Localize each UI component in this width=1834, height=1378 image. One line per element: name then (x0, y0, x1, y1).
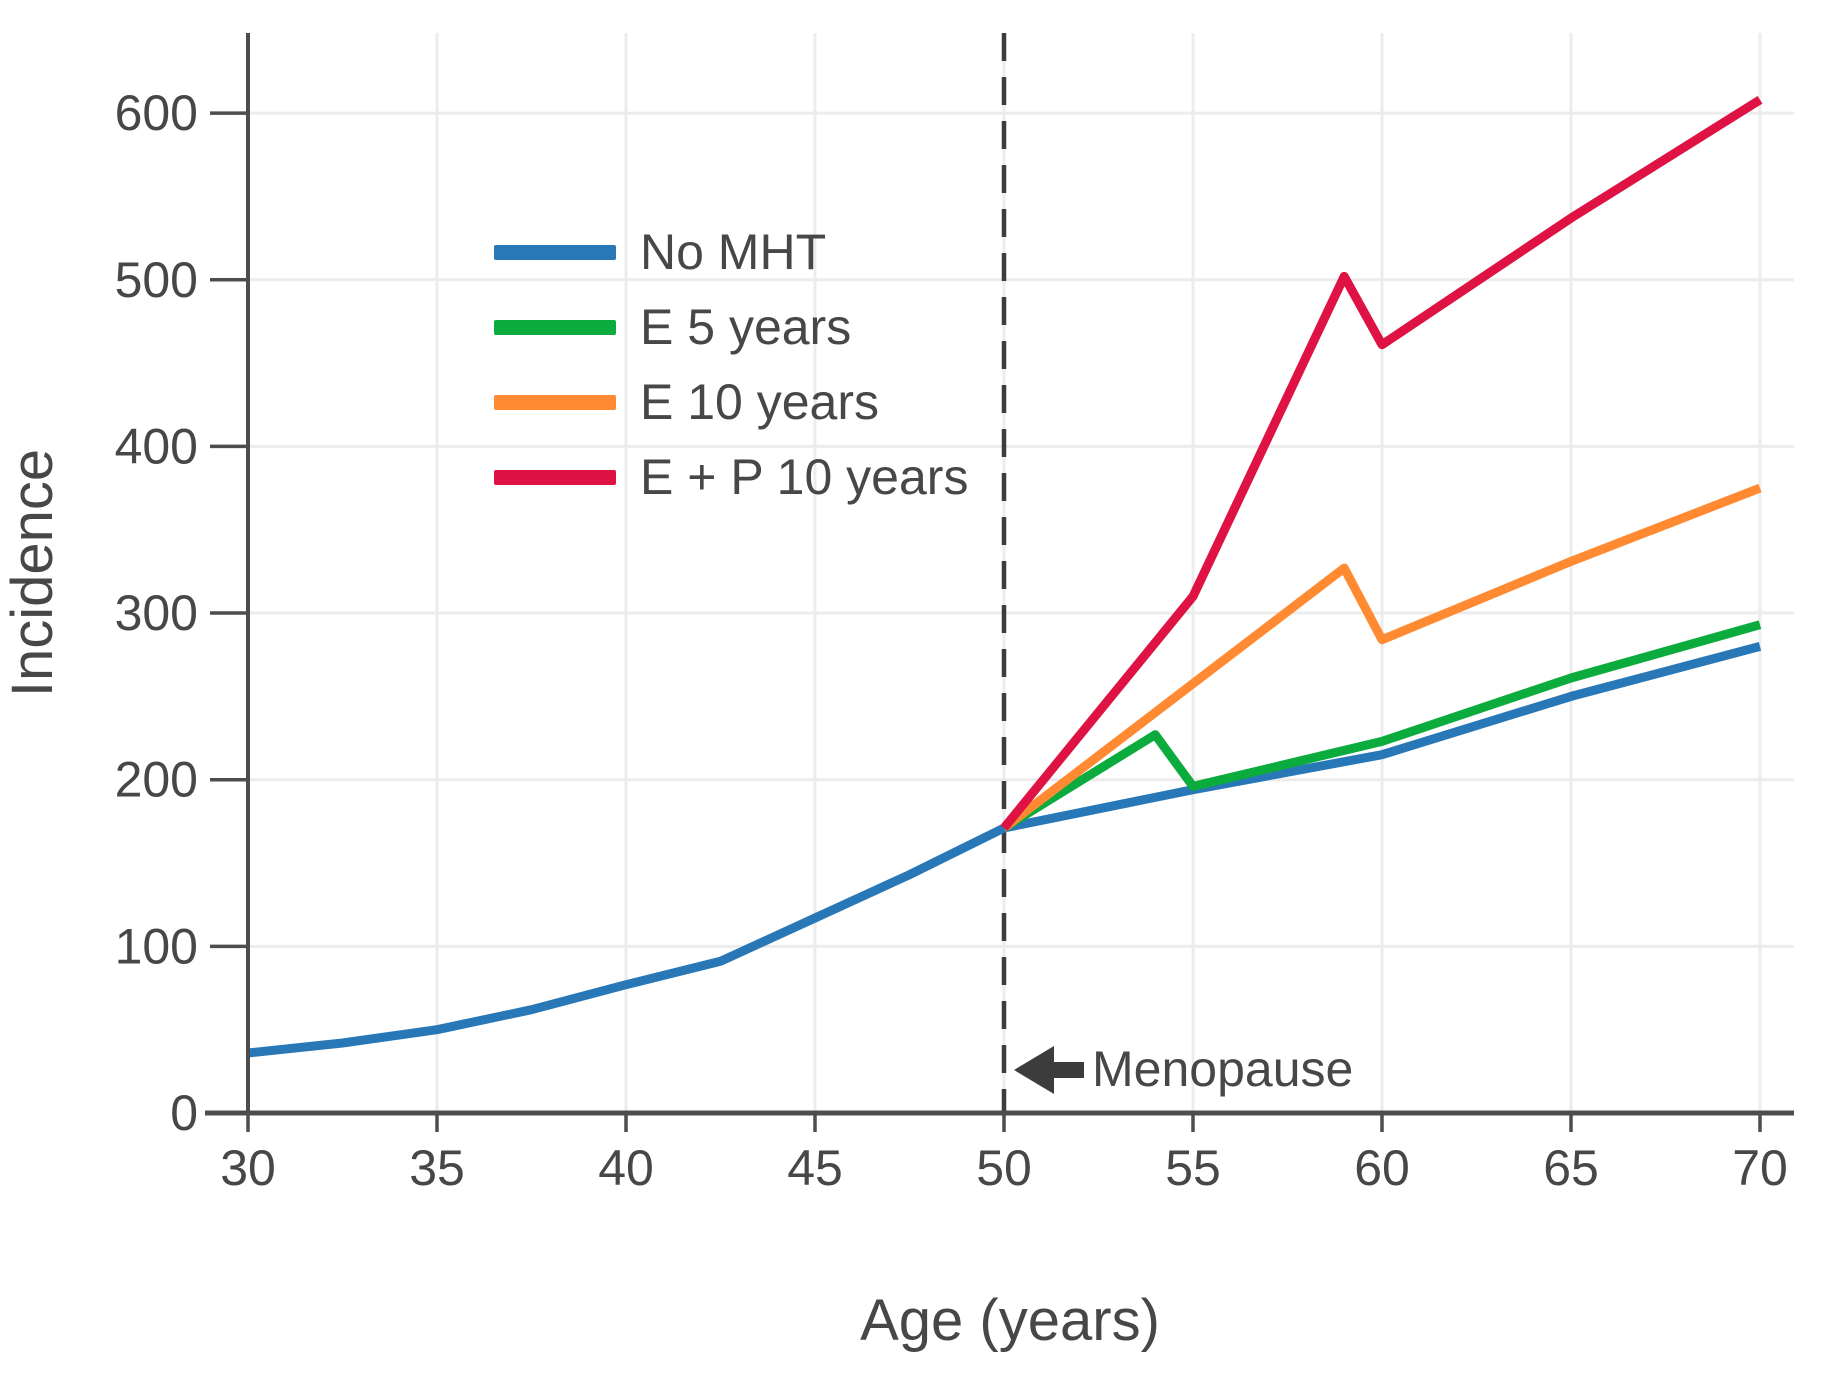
y-tick-label: 300 (115, 585, 198, 641)
legend-swatch (494, 395, 616, 410)
y-tick-label: 200 (115, 752, 198, 808)
x-tick-label: 55 (1165, 1140, 1221, 1196)
x-tick-label: 35 (409, 1140, 465, 1196)
x-tick-label: 50 (976, 1140, 1032, 1196)
series-line-e-p-10-years (1000, 95, 1763, 831)
y-tick-label: 500 (115, 252, 198, 308)
legend-swatch (494, 245, 616, 260)
legend-label: E 10 years (640, 374, 879, 430)
series-line-e-5-years (1001, 620, 1762, 832)
legend-swatch (494, 470, 616, 485)
x-axis-title: Age (years) (860, 1288, 1160, 1353)
x-tick-label: 60 (1354, 1140, 1410, 1196)
x-tick-label: 40 (598, 1140, 654, 1196)
legend-label: No MHT (640, 224, 826, 280)
x-tick-label: 70 (1732, 1140, 1788, 1196)
y-tick-label: 400 (115, 418, 198, 474)
left-arrow-icon (1014, 1046, 1084, 1094)
x-tick-label: 30 (220, 1140, 276, 1196)
series-line-e-10-years (1001, 483, 1762, 832)
menopause-annotation: Menopause (1092, 1041, 1353, 1097)
legend-swatch (494, 320, 616, 335)
y-tick-label: 100 (115, 918, 198, 974)
series-line-no-mht (247, 642, 1762, 1058)
x-tick-label: 65 (1543, 1140, 1599, 1196)
y-axis-title: Incidence (0, 449, 65, 697)
y-tick-label: 0 (170, 1085, 198, 1141)
legend-label: E + P 10 years (640, 449, 968, 505)
legend-label: E 5 years (640, 299, 851, 355)
y-tick-label: 600 (115, 85, 198, 141)
x-tick-label: 45 (787, 1140, 843, 1196)
